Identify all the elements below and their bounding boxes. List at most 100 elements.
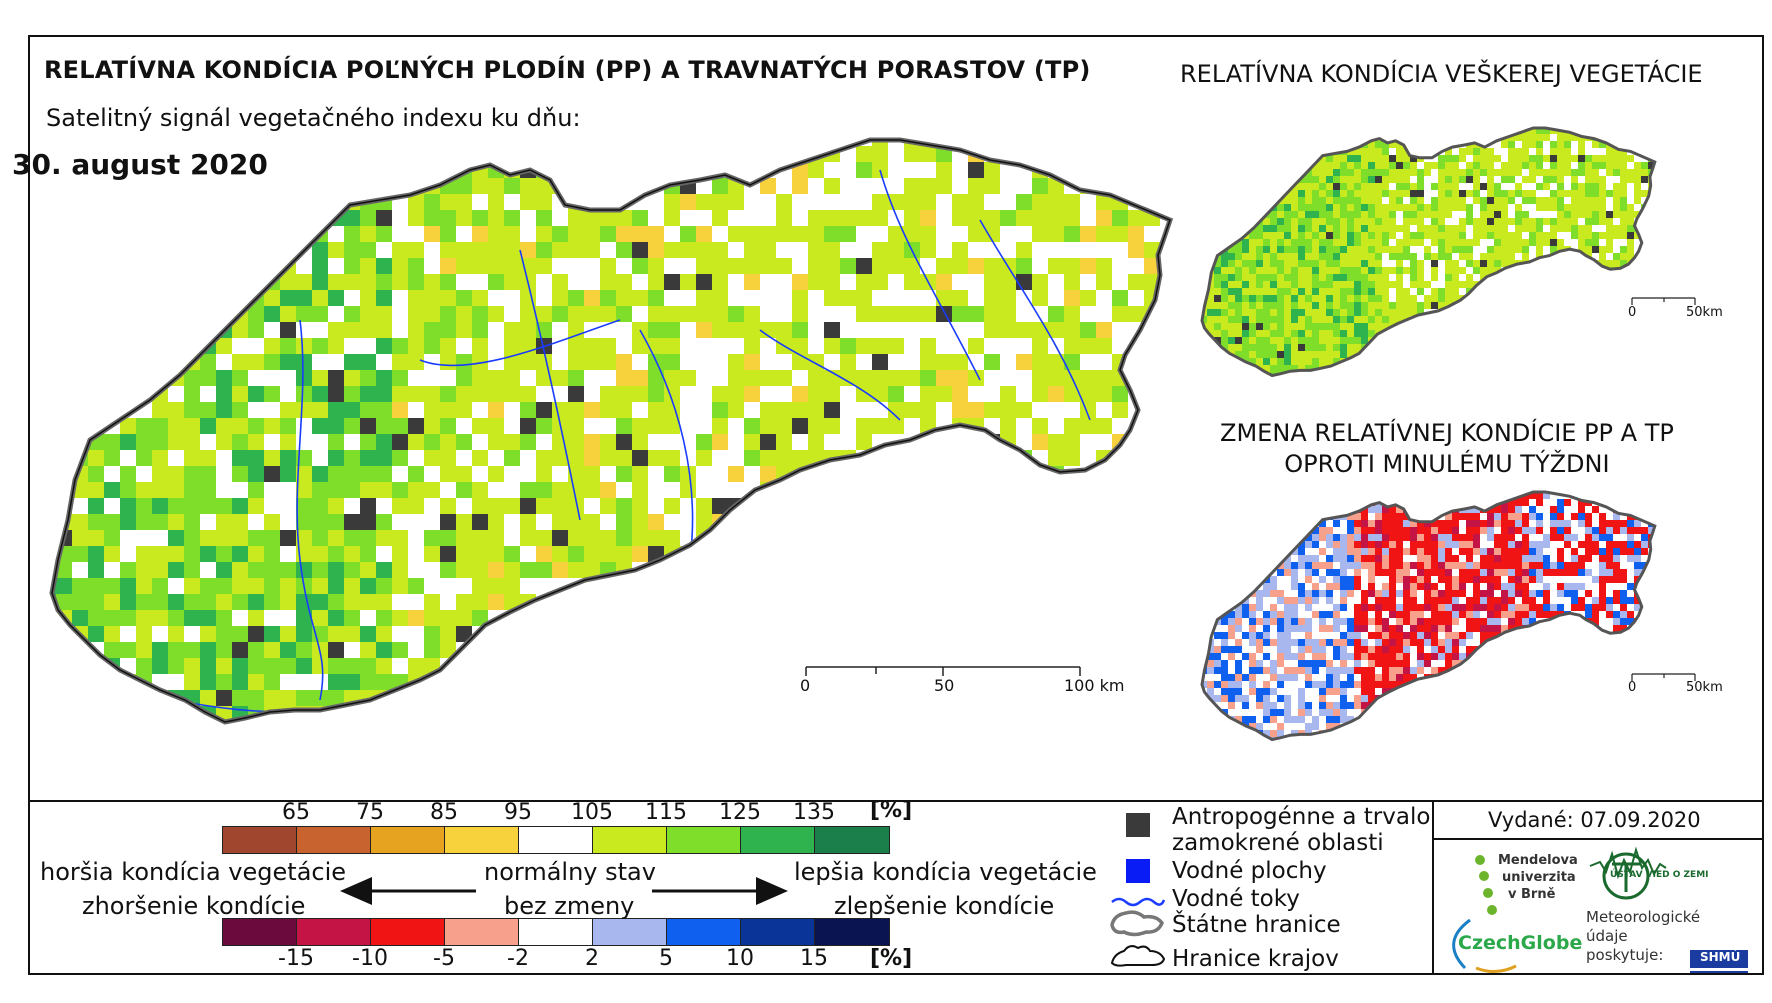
mendel-line1: Mendelova bbox=[1498, 853, 1578, 868]
meteo-line2: údaje bbox=[1586, 927, 1628, 945]
inset-top-title: RELATÍVNA KONDÍCIA VEŠKEREJ VEGETÁCIE bbox=[1180, 60, 1703, 88]
ramp-swatch bbox=[815, 919, 889, 945]
ramp-tick-label: 105 bbox=[571, 800, 613, 825]
issued-date: Vydané: 07.09.2020 bbox=[1488, 808, 1701, 832]
river-line bbox=[296, 319, 324, 701]
ramp-swatch bbox=[667, 827, 741, 853]
inset-bottom-title: ZMENA RELATÍVNEJ KONDÍCIE PP A TP OPROTI… bbox=[1220, 418, 1674, 480]
ramp-tick-label: 95 bbox=[504, 800, 532, 825]
river-line bbox=[519, 249, 581, 521]
condition-unit: [%] bbox=[870, 798, 913, 823]
worse-change-label: zhoršenie kondície bbox=[82, 892, 306, 920]
anthropogenic-label: Antropogénne a trvalo zamokrené oblasti bbox=[1172, 804, 1430, 856]
water-bodies-swatch bbox=[1126, 859, 1150, 883]
subtitle: Satelitný signál vegetačného indexu ku d… bbox=[46, 104, 581, 132]
ramp-swatch bbox=[593, 919, 667, 945]
meteo-text: Meteorologické údaje poskytuje: bbox=[1586, 908, 1700, 965]
legend-separator bbox=[28, 800, 1764, 802]
usvz-logo-text: ÚSTAV VIED O ZEMI bbox=[1610, 870, 1709, 880]
ramp-tick-label: 85 bbox=[430, 800, 458, 825]
no-change-label: bez zmeny bbox=[504, 892, 635, 920]
region-border-label: Hranice krajov bbox=[1172, 946, 1339, 972]
ramp-tick-label: 135 bbox=[793, 800, 835, 825]
inset-bottom-title-line2: OPROTI MINULÉMU TÝŽDNI bbox=[1284, 450, 1610, 478]
ramp-swatch bbox=[297, 827, 371, 853]
inset-top-scalebar-50: 50km bbox=[1686, 305, 1723, 320]
shmu-logo-text: SHMÚ bbox=[1700, 950, 1741, 964]
ramp-tick-label: 10 bbox=[726, 946, 754, 971]
condition-color-ramp bbox=[222, 826, 890, 854]
anthropogenic-label-line2: zamokrené oblasti bbox=[1172, 830, 1384, 856]
inset-bottom-scalebar-50: 50km bbox=[1686, 680, 1723, 695]
main-title: RELATÍVNA KONDÍCIA POĽNÝCH PLODÍN (PP) A… bbox=[44, 56, 1091, 84]
meteo-line3: poskytuje: bbox=[1586, 946, 1664, 964]
river-line bbox=[419, 319, 621, 367]
better-change-label: zlepšenie kondície bbox=[834, 892, 1055, 920]
mendel-line3: v Brně bbox=[1508, 887, 1556, 902]
change-color-ramp bbox=[222, 918, 890, 946]
issued-box bbox=[1432, 800, 1764, 975]
river-line bbox=[879, 169, 981, 381]
rivers-label: Vodné toky bbox=[1172, 886, 1300, 912]
left-arrow-icon bbox=[340, 877, 476, 905]
mendel-logo-icon bbox=[1475, 855, 1497, 915]
ramp-tick-label: -15 bbox=[278, 946, 314, 971]
scalebar-label-50: 50 bbox=[934, 676, 955, 695]
czechglobe-logo-text: CzechGlobe bbox=[1458, 932, 1583, 954]
ramp-tick-label: 15 bbox=[800, 946, 828, 971]
better-condition-label: lepšia kondícia vegetácie bbox=[794, 858, 1097, 886]
normal-condition-label: normálny stav bbox=[484, 858, 656, 886]
meteo-line1: Meteorologické bbox=[1586, 908, 1701, 926]
inset-bottom-title-line1: ZMENA RELATÍVNEJ KONDÍCIE PP A TP bbox=[1220, 419, 1674, 447]
river-line bbox=[979, 219, 1091, 421]
region-border-symbol-icon bbox=[1110, 945, 1166, 967]
scalebar-label-0: 0 bbox=[800, 676, 811, 695]
ramp-tick-label: 5 bbox=[659, 946, 673, 971]
mendel-logo-text: Mendelova univerzita v Brně bbox=[1498, 852, 1578, 903]
mendel-line2: univerzita bbox=[1502, 870, 1576, 885]
ramp-tick-label: 2 bbox=[585, 946, 599, 971]
inset-bottom-scalebar bbox=[1631, 673, 1696, 681]
czechglobe-logo-icon bbox=[1452, 918, 1517, 973]
right-arrow-icon bbox=[652, 877, 788, 905]
ramp-swatch bbox=[741, 919, 815, 945]
ramp-swatch bbox=[371, 827, 445, 853]
ramp-swatch bbox=[223, 919, 297, 945]
state-border-label: Štátne hranice bbox=[1172, 912, 1341, 938]
scalebar-label-100: 100 km bbox=[1064, 676, 1125, 695]
anthropogenic-swatch bbox=[1126, 813, 1150, 837]
inset-bottom-scalebar-0: 0 bbox=[1628, 680, 1637, 695]
river-line bbox=[759, 329, 901, 421]
inset-top-scalebar-0: 0 bbox=[1628, 305, 1637, 320]
ramp-swatch bbox=[445, 827, 519, 853]
ramp-tick-label: 75 bbox=[356, 800, 384, 825]
ramp-swatch bbox=[445, 919, 519, 945]
ramp-swatch bbox=[667, 919, 741, 945]
ramp-swatch bbox=[371, 919, 445, 945]
ramp-tick-label: 125 bbox=[719, 800, 761, 825]
ramp-tick-label: -5 bbox=[433, 946, 455, 971]
ramp-swatch bbox=[297, 919, 371, 945]
usvz-logo-icon bbox=[1589, 846, 1667, 900]
anthropogenic-label-line1: Antropogénne a trvalo bbox=[1172, 804, 1431, 830]
ramp-swatch bbox=[223, 827, 297, 853]
worse-condition-label: horšia kondícia vegetácie bbox=[40, 858, 347, 886]
state-border-symbol-icon bbox=[1110, 910, 1164, 937]
ramp-tick-label: 65 bbox=[282, 800, 310, 825]
ramp-swatch bbox=[741, 827, 815, 853]
issued-separator bbox=[1432, 838, 1764, 840]
inset-top-scalebar bbox=[1631, 297, 1696, 305]
ramp-tick-label: -10 bbox=[352, 946, 388, 971]
shmu-logo-icon bbox=[1690, 950, 1748, 973]
river-line bbox=[639, 329, 694, 561]
ramp-tick-label: -2 bbox=[507, 946, 529, 971]
water-bodies-label: Vodné plochy bbox=[1172, 858, 1327, 884]
ramp-swatch bbox=[519, 919, 593, 945]
date-label: 30. august 2020 bbox=[12, 148, 268, 181]
ramp-swatch bbox=[519, 827, 593, 853]
ramp-tick-label: 115 bbox=[645, 800, 687, 825]
change-unit: [%] bbox=[870, 946, 913, 971]
